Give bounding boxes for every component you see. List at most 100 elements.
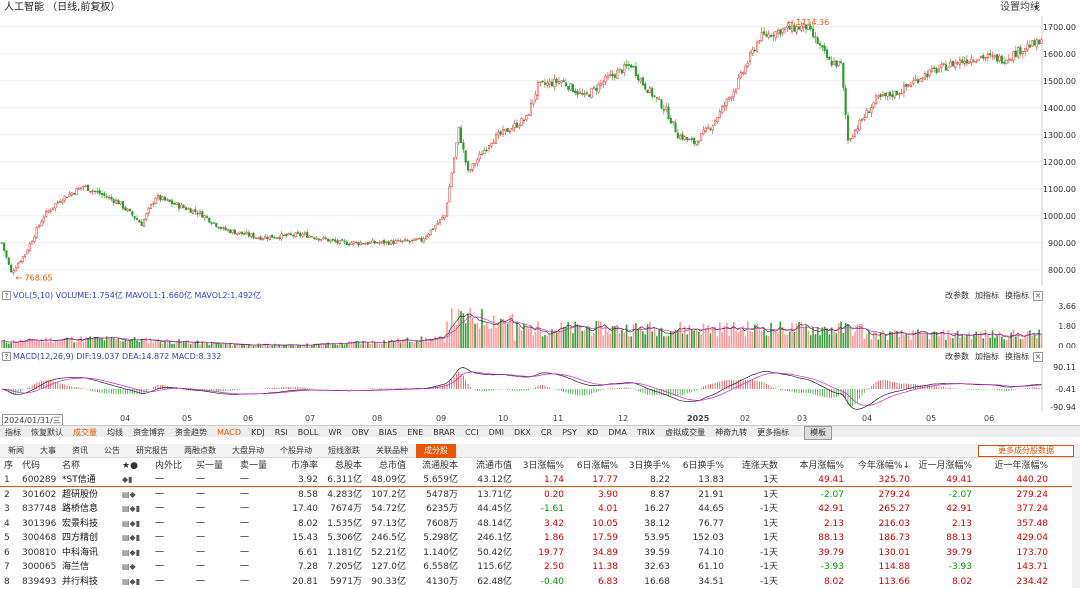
info-tab[interactable]: 两融点数 [184, 446, 216, 455]
table-row[interactable]: 4 301396 宏景科技 ▤◆▮ 一 一 一 8.02 1.535亿 97.13亿 7608万 48… [0, 517, 1072, 531]
volume-bar [1008, 337, 1010, 348]
indicator-tab[interactable]: ENE [407, 428, 424, 437]
column-header[interactable]: 流通市值 [475, 461, 512, 471]
column-header[interactable]: 代码 [22, 461, 41, 471]
candle [914, 78, 917, 81]
indicator-tab[interactable]: 指标 [5, 428, 21, 437]
column-header[interactable]: ★● [122, 461, 138, 471]
column-header[interactable]: 近一年涨幅% [994, 461, 1048, 471]
volume-bar [68, 340, 71, 348]
indicator-tab[interactable]: KD [586, 428, 599, 437]
volume-bar [257, 343, 260, 348]
indicator-tab[interactable]: 模板 [804, 426, 833, 440]
column-header[interactable]: 总市值 [378, 461, 406, 471]
info-tab[interactable]: 公告 [104, 446, 120, 455]
column-header[interactable]: 连涨天数 [741, 461, 778, 471]
indicator-tab[interactable]: DKX [514, 428, 531, 437]
indicator-tab[interactable]: DMA [608, 428, 627, 437]
vol-change-params[interactable]: 改参数 [945, 291, 969, 300]
macd-chart[interactable]: 90.11 -0.41 -90.94 [0, 363, 1080, 411]
indicator-tab[interactable]: 成交量 [73, 428, 97, 437]
indicator-tab[interactable]: DMI [488, 428, 505, 437]
column-header[interactable]: 卖一量 [240, 461, 268, 471]
volume-bar [7, 343, 10, 348]
candle [767, 33, 770, 39]
column-header[interactable]: 内外比 [155, 461, 183, 471]
table-cell: 8.02 [297, 518, 318, 529]
indicator-tab[interactable]: 均线 [107, 428, 123, 437]
info-tab[interactable]: 新闻 [8, 446, 24, 455]
help-icon[interactable]: ? [2, 291, 11, 300]
column-header[interactable]: 买一量 [196, 461, 224, 471]
column-header[interactable]: 3日换手% [628, 461, 670, 471]
vol-swap-indicator[interactable]: 换指标 [1005, 291, 1029, 300]
indicator-tab[interactable]: 资金趋势 [175, 428, 207, 437]
table-row[interactable]: 8 839493 并行科技 ▤◆▮ 一 一 一 20.81 5971万 90.33亿 4130万 62… [0, 575, 1072, 589]
table-row[interactable]: 3 837748 路桥信息 ▤◆▮ 一 一 一 17.40 7674万 54.72亿 6235万 44… [0, 502, 1072, 516]
volume-bar [201, 341, 204, 348]
indicator-tab[interactable]: 恢复默认 [31, 428, 63, 437]
indicator-tab[interactable]: 更多指标 [757, 428, 790, 437]
macd-swap-indicator[interactable]: 换指标 [1005, 352, 1029, 361]
macd-change-params[interactable]: 改参数 [945, 352, 969, 361]
info-tab[interactable]: 资讯 [72, 446, 88, 455]
settings-gear-icon[interactable] [96, 3, 105, 12]
candle [772, 34, 775, 37]
ma-settings-button[interactable]: 设置均线 [1000, 2, 1040, 13]
more-constituents-button[interactable]: 更多成分股数据 [978, 445, 1074, 457]
candle [732, 90, 735, 98]
indicator-tab[interactable]: OBV [351, 428, 369, 437]
indicator-tab[interactable]: TRIX [636, 428, 656, 437]
help-icon[interactable]: ? [2, 352, 11, 361]
table-row[interactable]: 1 600289 *ST信通 ◆▮ 一 一 一 3.92 6.311亿 48.09亿 5.659亿 4… [0, 473, 1072, 487]
volume-bar [749, 331, 751, 348]
candle [879, 94, 882, 97]
close-icon[interactable]: × [1033, 352, 1043, 362]
table-scrollbar[interactable] [1072, 459, 1080, 588]
table-row[interactable]: 7 300065 海兰信 ▤◆ 一 一 一 7.28 7.205亿 127.0亿 6.558亿 115… [0, 560, 1072, 574]
indicator-tab[interactable]: MACD [217, 428, 241, 437]
column-header[interactable]: 序 [4, 461, 14, 471]
kline-chart[interactable]: 1700.00 1600.00 1500.00 1400.00 1300.00 1200.… [0, 16, 1080, 286]
indicator-tab[interactable]: BRAR [433, 428, 456, 437]
column-header[interactable]: 今年涨幅%↓ [857, 461, 910, 471]
info-tab[interactable]: 个股异动 [280, 446, 312, 455]
column-header[interactable]: 名称 [62, 461, 81, 471]
table-row[interactable]: 5 300468 四方精创 ▤◆▮ 一 一 一 15.43 5.306亿 246.5亿 5.298亿… [0, 531, 1072, 545]
column-header[interactable]: 6日涨幅% [576, 461, 618, 471]
indicator-tab[interactable]: 虚拟成交量 [665, 428, 706, 437]
volume-bar [735, 330, 737, 348]
volume-bar [847, 323, 849, 348]
indicator-tab[interactable]: CR [540, 428, 553, 437]
close-icon[interactable]: × [1033, 291, 1043, 301]
indicator-tab[interactable]: CCI [465, 428, 479, 437]
table-row[interactable]: 6 300810 中科海讯 ▤◆▮ 一 一 一 6.61 1.181亿 52.21亿 1.140亿 5… [0, 546, 1072, 560]
info-tab[interactable]: 研究报告 [136, 446, 168, 455]
indicator-tab[interactable]: BIAS [378, 428, 398, 437]
info-tab[interactable]: 大事 [40, 446, 56, 455]
column-header[interactable]: 3日涨幅% [522, 461, 564, 471]
indicator-tab[interactable]: PSY [562, 428, 577, 437]
dropdown-icon[interactable]: ▾ [1033, 3, 1038, 12]
column-header[interactable]: 6日换手% [682, 461, 724, 471]
macd-add-indicator[interactable]: 加指标 [975, 352, 999, 361]
indicator-tab[interactable]: RSI [274, 428, 288, 437]
column-header[interactable]: 市净率 [290, 461, 318, 471]
info-tab[interactable]: 短线涨跌 [328, 446, 360, 455]
vol-add-indicator[interactable]: 加指标 [975, 291, 999, 300]
info-tab[interactable]: 大盘异动 [232, 446, 264, 455]
column-header[interactable]: 流通股本 [421, 461, 458, 471]
column-header[interactable]: 近一月涨幅% [918, 461, 972, 471]
indicator-tab[interactable]: WR [328, 428, 342, 437]
indicator-tab[interactable]: KDJ [250, 428, 265, 437]
indicator-tab[interactable]: BOLL [297, 428, 319, 437]
indicator-tab[interactable]: 神奇九转 [715, 428, 748, 437]
info-tab[interactable]: 成分股 [416, 444, 456, 458]
volume-chart[interactable]: 3.66 1.80 0.00 [0, 302, 1080, 348]
info-tab[interactable]: 关联品种 [376, 446, 408, 455]
volume-bar [858, 323, 861, 348]
table-row[interactable]: 2 301602 超研股份 ▤◆ 一 一 一 8.58 4.283亿 107.2亿 5478万 13.… [0, 488, 1072, 502]
column-header[interactable]: 本月涨幅% [799, 461, 844, 471]
column-header[interactable]: 总股本 [334, 461, 362, 471]
indicator-tab[interactable]: 资金博弈 [133, 428, 165, 437]
